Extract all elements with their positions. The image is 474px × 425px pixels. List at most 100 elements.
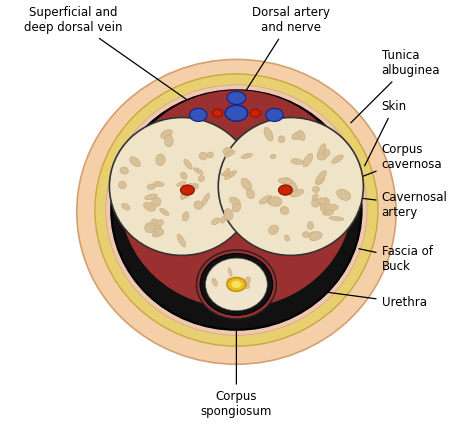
Ellipse shape: [307, 222, 313, 230]
Ellipse shape: [194, 201, 203, 210]
Ellipse shape: [221, 173, 233, 177]
Ellipse shape: [224, 209, 233, 221]
Ellipse shape: [232, 286, 237, 289]
Ellipse shape: [120, 167, 128, 174]
Ellipse shape: [122, 204, 130, 210]
Ellipse shape: [241, 178, 252, 190]
Ellipse shape: [279, 185, 292, 195]
Ellipse shape: [227, 278, 246, 291]
Ellipse shape: [298, 130, 305, 141]
Ellipse shape: [227, 278, 231, 284]
Ellipse shape: [243, 283, 250, 289]
Ellipse shape: [145, 194, 157, 200]
Ellipse shape: [326, 208, 334, 215]
Ellipse shape: [151, 219, 161, 232]
Ellipse shape: [269, 196, 282, 207]
Ellipse shape: [244, 280, 249, 286]
Ellipse shape: [161, 130, 173, 139]
Ellipse shape: [317, 154, 327, 160]
Ellipse shape: [227, 91, 246, 105]
Ellipse shape: [129, 157, 140, 167]
Ellipse shape: [182, 212, 189, 221]
Ellipse shape: [250, 109, 260, 117]
Ellipse shape: [241, 153, 252, 159]
Ellipse shape: [303, 153, 313, 167]
Ellipse shape: [120, 90, 353, 308]
Ellipse shape: [199, 152, 207, 160]
Ellipse shape: [318, 144, 326, 158]
Ellipse shape: [287, 181, 297, 192]
Text: Superficial and
deep dorsal vein: Superficial and deep dorsal vein: [24, 6, 196, 106]
Ellipse shape: [283, 178, 291, 185]
Ellipse shape: [291, 159, 303, 164]
Ellipse shape: [156, 220, 164, 226]
Ellipse shape: [246, 190, 255, 198]
Ellipse shape: [211, 218, 219, 225]
Ellipse shape: [245, 277, 251, 283]
Ellipse shape: [225, 170, 237, 180]
Ellipse shape: [181, 190, 189, 198]
Ellipse shape: [223, 147, 233, 155]
Ellipse shape: [206, 258, 267, 311]
Ellipse shape: [147, 184, 155, 190]
Ellipse shape: [198, 176, 204, 181]
Ellipse shape: [225, 150, 235, 157]
Text: Skin: Skin: [365, 100, 407, 166]
Ellipse shape: [190, 108, 207, 122]
Ellipse shape: [264, 127, 273, 141]
Ellipse shape: [322, 211, 332, 215]
Ellipse shape: [278, 178, 293, 184]
Ellipse shape: [152, 197, 161, 207]
Ellipse shape: [181, 172, 187, 179]
Ellipse shape: [177, 181, 186, 186]
Ellipse shape: [181, 193, 186, 199]
Ellipse shape: [266, 108, 283, 122]
Ellipse shape: [111, 90, 362, 330]
Ellipse shape: [320, 198, 330, 212]
Text: Fascia of
Buck: Fascia of Buck: [359, 245, 432, 273]
Ellipse shape: [197, 250, 276, 319]
Text: Urethra: Urethra: [272, 285, 427, 309]
Ellipse shape: [228, 268, 232, 276]
Text: Corpus
spongiosum: Corpus spongiosum: [201, 320, 272, 418]
Ellipse shape: [164, 135, 173, 147]
Ellipse shape: [160, 208, 169, 215]
Ellipse shape: [229, 197, 240, 205]
Ellipse shape: [212, 278, 218, 286]
Ellipse shape: [229, 171, 234, 177]
Ellipse shape: [106, 85, 367, 335]
Ellipse shape: [270, 154, 276, 159]
Text: Dorsal artery
and nerve: Dorsal artery and nerve: [245, 6, 330, 92]
Ellipse shape: [302, 232, 310, 238]
Ellipse shape: [324, 150, 330, 156]
Ellipse shape: [316, 176, 325, 185]
Text: Cavernosal
artery: Cavernosal artery: [295, 190, 447, 218]
Ellipse shape: [278, 136, 285, 143]
Ellipse shape: [311, 198, 320, 207]
Ellipse shape: [259, 196, 272, 204]
Ellipse shape: [192, 184, 199, 189]
Ellipse shape: [109, 117, 255, 255]
Ellipse shape: [201, 193, 210, 206]
Ellipse shape: [280, 206, 289, 215]
Ellipse shape: [188, 184, 195, 191]
Ellipse shape: [200, 254, 273, 315]
Ellipse shape: [231, 281, 241, 288]
Ellipse shape: [95, 74, 378, 346]
Ellipse shape: [232, 277, 236, 282]
Ellipse shape: [144, 202, 155, 211]
Ellipse shape: [220, 217, 226, 223]
Ellipse shape: [207, 152, 213, 158]
Ellipse shape: [152, 230, 164, 237]
Ellipse shape: [145, 223, 155, 233]
Ellipse shape: [177, 234, 186, 247]
Ellipse shape: [268, 197, 274, 204]
Ellipse shape: [232, 202, 241, 212]
Ellipse shape: [224, 168, 230, 176]
Ellipse shape: [332, 155, 343, 163]
Ellipse shape: [118, 181, 126, 189]
Ellipse shape: [284, 235, 290, 241]
Ellipse shape: [193, 168, 203, 174]
Ellipse shape: [154, 181, 164, 187]
Ellipse shape: [218, 117, 364, 255]
